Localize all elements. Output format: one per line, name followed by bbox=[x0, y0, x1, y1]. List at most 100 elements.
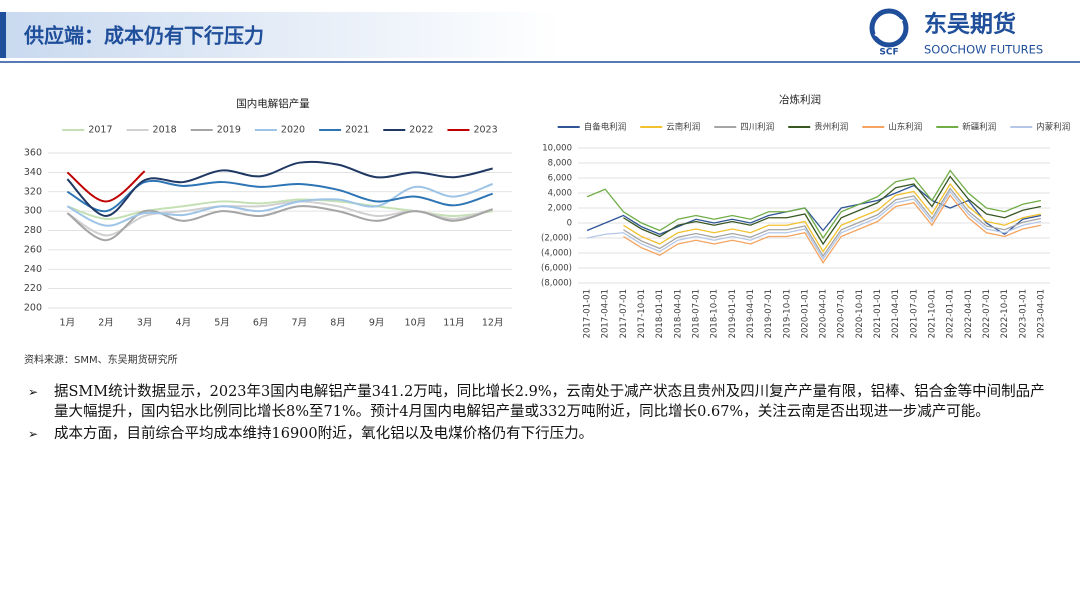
series-line bbox=[623, 175, 1042, 246]
x-tick-label: 1月 bbox=[60, 318, 76, 329]
x-tick-label: 2017-04-01 bbox=[601, 289, 611, 338]
x-tick-label: 2019-01-01 bbox=[728, 289, 738, 338]
x-tick-label: 2021-01-01 bbox=[873, 289, 883, 338]
logo-swoosh bbox=[874, 17, 904, 38]
x-tick-label: 2017-10-01 bbox=[637, 289, 647, 338]
x-tick-label: 2021-04-01 bbox=[891, 289, 901, 338]
series-line bbox=[66, 179, 493, 213]
y-tick-label: 8,000 bbox=[548, 159, 572, 169]
x-tick-label: 9月 bbox=[369, 318, 385, 329]
y-tick-label: 0 bbox=[567, 219, 572, 229]
series-line bbox=[66, 160, 493, 217]
series-line bbox=[623, 194, 1042, 264]
series-line bbox=[623, 182, 1042, 253]
x-tick-label: 2019-10-01 bbox=[782, 289, 792, 338]
series-line bbox=[623, 187, 1042, 258]
y-tick-label: 360 bbox=[24, 148, 42, 159]
x-tick-label: 2021-10-01 bbox=[928, 289, 938, 338]
legend-label: 贵州利润 bbox=[814, 122, 848, 133]
logo-mark: SCF bbox=[879, 48, 898, 58]
bullet-item: ➢ 成本方面，目前综合平均成本维持16900附近，氧化铝以及电煤价格仍有下行压力。 bbox=[28, 424, 1050, 444]
x-tick-label: 2017-01-01 bbox=[583, 289, 593, 338]
y-tick-label: 200 bbox=[24, 303, 42, 314]
legend: 自备电利润 云南利润 四川利润 贵州利润 山东利润 新疆利润 内蒙利润 bbox=[557, 122, 1070, 133]
x-tick-label: 4月 bbox=[176, 318, 192, 329]
logo-en: SOOCHOW FUTURES bbox=[924, 43, 1043, 57]
series-line bbox=[66, 205, 493, 242]
y-tick-label: 2,000 bbox=[548, 204, 572, 214]
legend: 2017 2018 2019 2020 2021 2022 2023 bbox=[62, 125, 498, 136]
y-tick-label: 240 bbox=[24, 264, 42, 275]
legend-label: 内蒙利润 bbox=[1036, 122, 1070, 133]
bullet-item: ➢ 据SMM统计数据显示，2023年3国内电解铝产量341.2万吨，同比增长2.9… bbox=[28, 382, 1050, 422]
bullet-list: ➢ 据SMM统计数据显示，2023年3国内电解铝产量341.2万吨，同比增长2.9… bbox=[28, 382, 1050, 446]
y-tick-label: 340 bbox=[24, 167, 42, 178]
series-line bbox=[586, 190, 1042, 261]
logo-icon bbox=[869, 8, 909, 48]
legend-label: 2019 bbox=[217, 125, 241, 136]
source-note: 资料来源：SMM、东吴期货研究所 bbox=[24, 353, 178, 366]
x-tick-label: 2023-04-01 bbox=[1036, 289, 1046, 338]
bullet-text: 成本方面，目前综合平均成本维持16900附近，氧化铝以及电煤价格仍有下行压力。 bbox=[54, 426, 594, 442]
legend-label: 自备电利润 bbox=[584, 122, 627, 133]
y-tick-label: 4,000 bbox=[548, 189, 572, 199]
legend-label: 2018 bbox=[153, 125, 177, 136]
x-tick-label: 2018-01-01 bbox=[655, 289, 665, 338]
x-tick-label: 2021-07-01 bbox=[909, 289, 919, 338]
x-tick-label: 11月 bbox=[443, 318, 465, 329]
x-tick-label: 12月 bbox=[482, 318, 504, 329]
x-tick-label: 2019-04-01 bbox=[746, 289, 756, 338]
x-tick-label: 10月 bbox=[405, 318, 427, 329]
series-line bbox=[586, 169, 1042, 240]
header-accent bbox=[0, 12, 6, 58]
x-tick-label: 2022-10-01 bbox=[1000, 289, 1010, 338]
x-tick-label: 6月 bbox=[253, 318, 269, 329]
x-tick-label: 2018-04-01 bbox=[673, 289, 683, 338]
x-tick-label: 2018-10-01 bbox=[710, 289, 720, 338]
x-tick-label: 2月 bbox=[98, 318, 114, 329]
legend-label: 2020 bbox=[281, 125, 305, 136]
x-tick-label: 2023-01-01 bbox=[1018, 289, 1028, 338]
x-tick-label: 2022-04-01 bbox=[964, 289, 974, 338]
legend-label: 2023 bbox=[473, 125, 497, 136]
series-line bbox=[66, 183, 494, 227]
y-tick-label: (2,000) bbox=[541, 234, 572, 244]
legend-label: 云南利润 bbox=[666, 122, 700, 133]
x-tick-label: 2022-01-01 bbox=[946, 289, 956, 338]
y-tick-label: 280 bbox=[24, 225, 42, 236]
x-tick-label: 2020-10-01 bbox=[855, 289, 865, 338]
x-tick-label: 2022-07-01 bbox=[982, 289, 992, 338]
y-tick-label: 220 bbox=[24, 283, 42, 294]
chart-title: 国内电解铝产量 bbox=[236, 97, 310, 110]
header-title: 供应端：成本仍有下行压力 bbox=[23, 24, 264, 48]
chart-title: 冶炼利润 bbox=[779, 93, 821, 106]
bullet-marker: ➢ bbox=[28, 385, 39, 399]
x-tick-label: 5月 bbox=[214, 318, 230, 329]
x-tick-label: 2019-07-01 bbox=[764, 289, 774, 338]
x-tick-label: 3月 bbox=[137, 318, 153, 329]
y-tick-label: 6,000 bbox=[548, 174, 572, 184]
x-tick-label: 2020-01-01 bbox=[800, 289, 810, 338]
y-tick-label: 260 bbox=[24, 244, 42, 255]
x-tick-label: 7月 bbox=[292, 318, 308, 329]
legend-label: 四川利润 bbox=[740, 122, 774, 133]
x-tick-label: 2017-07-01 bbox=[619, 289, 629, 338]
bullet-marker: ➢ bbox=[28, 427, 39, 441]
x-tick-label: 2020-07-01 bbox=[837, 289, 847, 338]
series-line bbox=[67, 198, 493, 220]
legend-label: 2021 bbox=[345, 125, 369, 136]
legend-label: 2022 bbox=[409, 125, 433, 136]
y-tick-label: (6,000) bbox=[541, 264, 572, 274]
y-tick-label: 300 bbox=[24, 206, 42, 217]
y-tick-label: 10,000 bbox=[542, 144, 572, 154]
series-line bbox=[66, 170, 146, 203]
legend-label: 山东利润 bbox=[888, 122, 922, 133]
logo-cn: 东吴期货 bbox=[924, 11, 1016, 38]
legend-label: 新疆利润 bbox=[962, 122, 996, 133]
y-tick-label: (4,000) bbox=[541, 249, 572, 259]
x-tick-label: 2018-07-01 bbox=[692, 289, 702, 338]
y-tick-label: 320 bbox=[24, 186, 42, 197]
logo: SCF 东吴期货 SOOCHOW FUTURES bbox=[869, 8, 1043, 58]
